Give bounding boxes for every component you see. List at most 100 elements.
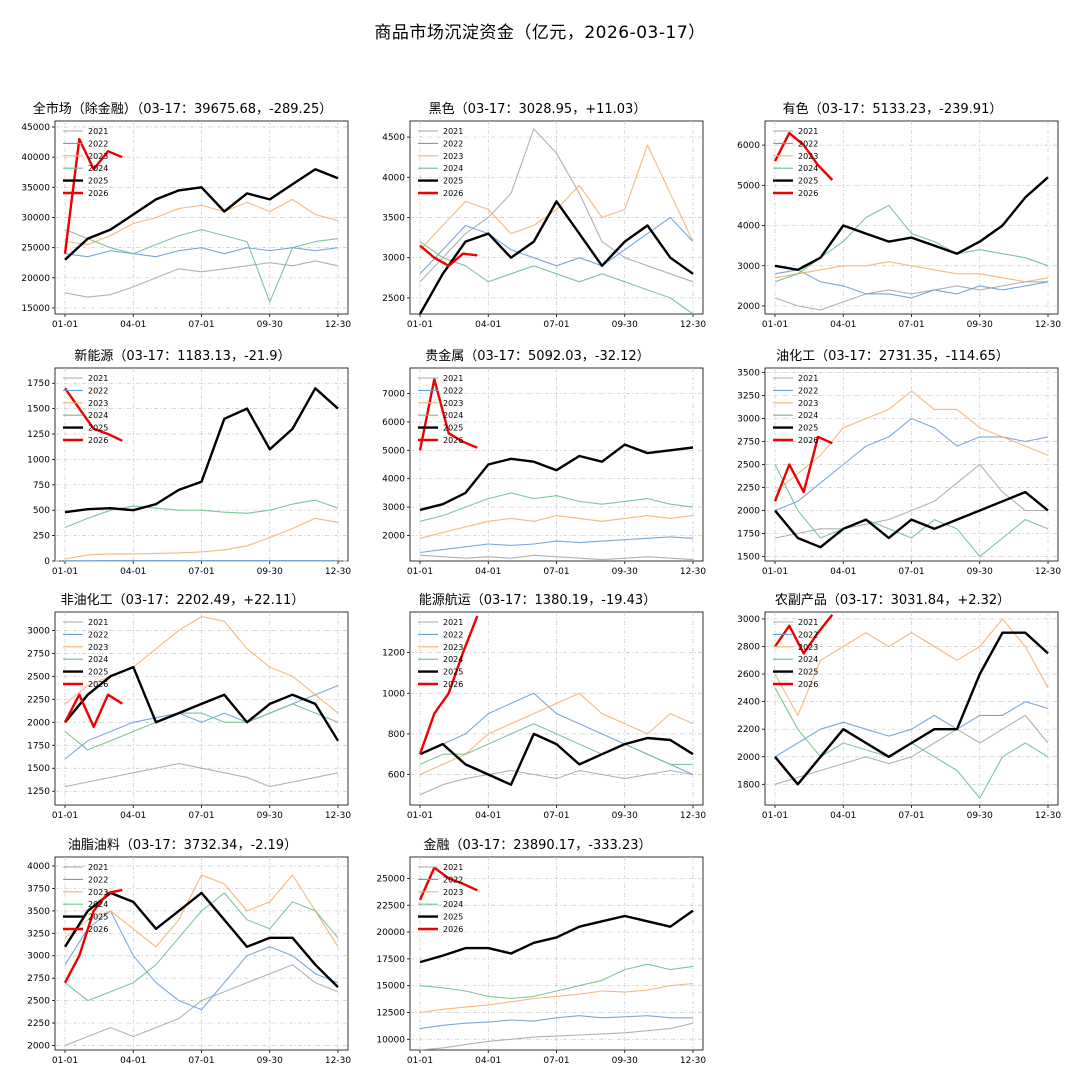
y-tick-label: 2250 (737, 483, 760, 493)
series-line-2021 (774, 281, 1048, 311)
series-line-2024 (419, 492, 694, 522)
y-tick-label: 1500 (27, 405, 50, 415)
legend-label: 2026 (443, 680, 463, 689)
series-line-2021 (64, 964, 339, 1047)
y-tick-label: 5000 (737, 181, 760, 191)
legend-label: 2022 (88, 630, 108, 639)
legend-label: 2024 (443, 900, 463, 909)
legend-label: 2024 (88, 411, 108, 420)
x-tick-label: 07-01 (188, 1056, 214, 1066)
series-line-2024 (774, 464, 1049, 557)
series-line-2026 (63, 888, 123, 984)
legend-label: 2022 (443, 386, 463, 395)
series-line-2023 (419, 144, 694, 251)
x-tick-label: 04-01 (475, 811, 501, 821)
x-tick-label: 04-01 (830, 567, 856, 577)
panel-title: 农副产品（03-17：3031.84，+2.32） (774, 593, 1011, 608)
legend-label: 2026 (443, 436, 463, 445)
series-line-2023 (64, 198, 339, 246)
panel-title: 有色（03-17：5133.23，-239.91） (782, 102, 1003, 117)
series-line-2023 (774, 618, 1049, 716)
x-tick-label: 07-01 (188, 320, 214, 330)
chart-svg: 2500 3000 3500 4000 4500 01-01 04-01 07-01 09-30… (382, 120, 706, 330)
panel-financial: 金融（03-17：23890.17，-333.23） 10000 12500 150… (360, 834, 715, 1074)
series-line-2026 (774, 614, 834, 655)
legend-label: 2023 (88, 399, 108, 408)
legend-label: 2023 (798, 152, 818, 161)
x-tick-label: 04-01 (475, 567, 501, 577)
y-tick-label: 2250 (27, 1019, 50, 1029)
x-tick-label: 04-01 (120, 811, 146, 821)
x-tick-label: 01-01 (762, 811, 788, 821)
y-tick-label: 500 (33, 506, 50, 516)
legend-label: 2025 (443, 177, 463, 186)
figure-title: 商品市场沉淀资金（亿元，2026-03-17） (374, 23, 706, 43)
y-tick-label: 2000 (27, 718, 50, 728)
legend-label: 2026 (798, 436, 818, 445)
y-tick-label: 1750 (27, 741, 50, 751)
legend-label: 2024 (88, 655, 108, 664)
x-tick-label: 09-30 (967, 320, 993, 330)
legend-label: 2023 (88, 888, 108, 897)
legend-label: 2025 (798, 668, 818, 677)
x-tick-label: 01-01 (407, 320, 433, 330)
x-tick-label: 09-30 (612, 567, 638, 577)
y-tick-label: 45000 (21, 123, 50, 133)
legend-label: 2026 (88, 925, 108, 934)
y-tick-label: 250 (33, 532, 50, 542)
y-tick-label: 3500 (737, 369, 760, 379)
x-tick-label: 04-01 (830, 811, 856, 821)
series-line-2022 (419, 536, 694, 554)
legend-label: 2023 (443, 152, 463, 161)
panel-ferrous: 黑色（03-17：3028.95，+11.03） 2500 3000 3500 400… (360, 98, 715, 338)
legend-label: 2023 (443, 399, 463, 408)
legend-label: 2024 (443, 164, 463, 173)
legend-label: 2025 (798, 177, 818, 186)
y-tick-label: 1750 (737, 529, 760, 539)
y-tick-label: 1200 (382, 649, 405, 659)
x-tick-label: 09-30 (612, 320, 638, 330)
x-tick-label: 01-01 (407, 567, 433, 577)
series-line-2025 (418, 200, 694, 315)
series-line-2026 (419, 244, 478, 268)
series-line-2023 (64, 874, 339, 948)
chart-svg: 1500 1750 2000 2250 2500 2750 3000 3250 3500 01-0… (737, 367, 1061, 577)
series-line-2024 (419, 963, 694, 1000)
y-tick-label: 35000 (21, 183, 50, 193)
y-tick-label: 3000 (382, 503, 405, 513)
x-tick-label: 12-30 (680, 811, 706, 821)
series-line-2025 (419, 732, 694, 786)
y-tick-label: 3000 (737, 615, 760, 625)
legend-label: 2022 (798, 630, 818, 639)
series-line-2024 (419, 241, 694, 315)
legend-label: 2021 (443, 374, 463, 383)
legend-label: 2021 (88, 863, 108, 872)
series-line-2026 (64, 387, 123, 442)
y-tick-label: 1500 (27, 764, 50, 774)
series-line-2024 (419, 723, 693, 765)
legend-label: 2023 (798, 399, 818, 408)
legend-label: 2024 (798, 411, 818, 420)
series-line-2021 (774, 463, 1048, 539)
legend-label: 2022 (88, 875, 108, 884)
panel-title: 新能源（03-17：1183.13，-21.9） (74, 349, 291, 364)
y-tick-label: 3250 (737, 392, 760, 402)
panel-non-oil-chemical: 非油化工（03-17：2202.49，+22.11） 1250 1500 1750 2… (5, 589, 360, 829)
chart-svg: 600 800 1000 1200 01-01 04-01 07-01 09-30 12-30 2… (382, 611, 706, 821)
x-tick-label: 04-01 (830, 320, 856, 330)
y-tick-label: 2000 (737, 506, 760, 516)
y-tick-label: 3000 (27, 952, 50, 962)
y-tick-label: 2500 (27, 997, 50, 1007)
series-line-2023 (64, 517, 339, 560)
chart-svg: 2000 3000 4000 5000 6000 01-01 04-01 07-01 09-30… (737, 120, 1061, 330)
legend-label: 2022 (443, 875, 463, 884)
series-line-2025 (64, 387, 339, 514)
x-tick-label: 04-01 (120, 1056, 146, 1066)
series-line-2021 (64, 260, 339, 298)
x-tick-label: 04-01 (475, 320, 501, 330)
legend-label: 2024 (443, 411, 463, 420)
series-line-2022 (774, 269, 1049, 299)
x-tick-label: 07-01 (898, 320, 924, 330)
series-line-2026 (418, 866, 478, 901)
legend-label: 2024 (443, 655, 463, 664)
